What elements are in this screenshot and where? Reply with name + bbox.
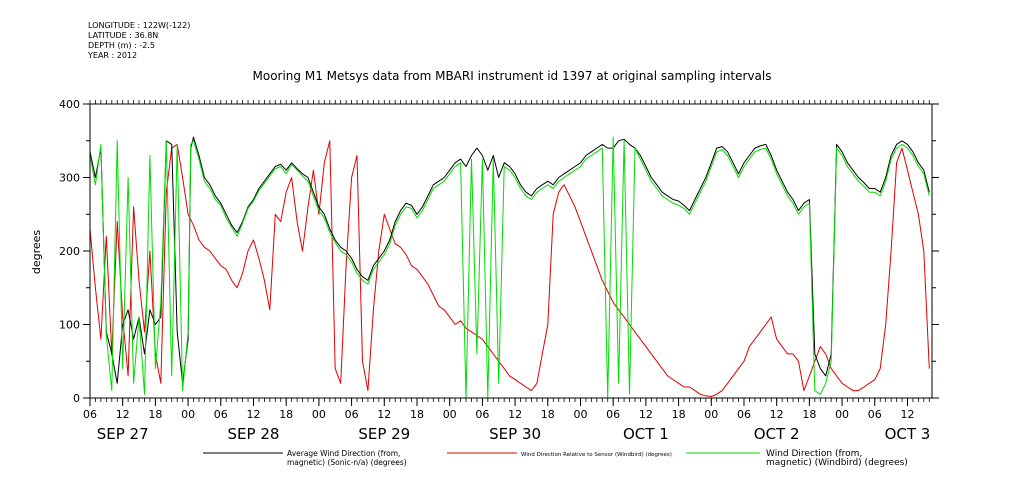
y-tick-label: 400 bbox=[59, 98, 80, 111]
legend-label-0: magnetic) (Sonic-n/a) (degrees) bbox=[287, 458, 407, 467]
chart-title: Mooring M1 Metsys data from MBARI instru… bbox=[253, 69, 772, 83]
x-tick-label: 00 bbox=[704, 408, 718, 421]
x-tick-label: 12 bbox=[639, 408, 653, 421]
x-tick-label: 06 bbox=[83, 408, 97, 421]
x-tick-label: 06 bbox=[868, 408, 882, 421]
x-date-label: OCT 3 bbox=[885, 425, 931, 443]
x-tick-label: 12 bbox=[377, 408, 391, 421]
axes: 0 100 200 300 400 06 12 18 00 06 12 18 00 06 12 18 00 06 1… bbox=[59, 98, 939, 443]
series-line-0 bbox=[89, 136, 930, 384]
meta-longitude: LONGITUDE : 122W(-122) bbox=[88, 21, 191, 30]
meta-year: YEAR : 2012 bbox=[88, 51, 138, 60]
x-tick-label: 06 bbox=[737, 408, 751, 421]
x-tick-label: 00 bbox=[312, 408, 326, 421]
x-tick-label: 12 bbox=[770, 408, 784, 421]
x-tick-label: 18 bbox=[672, 408, 686, 421]
x-tick-label: 18 bbox=[802, 408, 816, 421]
y-tick-label: 300 bbox=[59, 172, 80, 185]
y-tick-label: 0 bbox=[73, 392, 80, 405]
x-date-label: SEP 30 bbox=[489, 425, 541, 443]
y-tick-label: 100 bbox=[59, 319, 80, 332]
legend-label-2: Wind Direction (from, bbox=[766, 449, 862, 459]
x-tick-label: 00 bbox=[835, 408, 849, 421]
legend: Average Wind Direction (from,magnetic) (… bbox=[203, 449, 908, 468]
x-tick-label: 06 bbox=[475, 408, 489, 421]
legend-label-1: Wind Direction Relative to Sensor (Windb… bbox=[521, 452, 672, 458]
meta-latitude: LATITUDE : 36.8N bbox=[88, 31, 159, 40]
meta-depth: DEPTH (m) : -2.5 bbox=[88, 41, 155, 50]
plot-frame bbox=[89, 103, 933, 399]
x-tick-label: 12 bbox=[246, 408, 260, 421]
x-tick-label: 18 bbox=[541, 408, 555, 421]
x-tick-label: 06 bbox=[345, 408, 359, 421]
legend-label-0: Average Wind Direction (from, bbox=[287, 449, 400, 458]
legend-label-2: magnetic) (Windbird) (degrees) bbox=[766, 458, 908, 468]
y-axis-label: degrees bbox=[30, 230, 43, 275]
x-tick-label: 12 bbox=[900, 408, 914, 421]
x-tick-label: 06 bbox=[606, 408, 620, 421]
y-tick-label: 200 bbox=[59, 245, 80, 258]
x-tick-label: 00 bbox=[181, 408, 195, 421]
x-tick-label: 18 bbox=[148, 408, 162, 421]
series-line-1 bbox=[89, 140, 930, 397]
series-line-2 bbox=[89, 136, 930, 399]
x-date-label: SEP 29 bbox=[358, 425, 410, 443]
x-tick-label: 06 bbox=[214, 408, 228, 421]
x-date-label: OCT 1 bbox=[623, 425, 669, 443]
x-tick-label: 00 bbox=[573, 408, 587, 421]
x-date-label: OCT 2 bbox=[754, 425, 800, 443]
x-date-label: SEP 27 bbox=[97, 425, 149, 443]
x-date-label: SEP 28 bbox=[228, 425, 280, 443]
x-tick-label: 18 bbox=[279, 408, 293, 421]
x-tick-label: 00 bbox=[443, 408, 457, 421]
x-tick-label: 18 bbox=[410, 408, 424, 421]
x-tick-label: 12 bbox=[116, 408, 130, 421]
x-tick-label: 12 bbox=[508, 408, 522, 421]
series-lines bbox=[89, 136, 930, 399]
